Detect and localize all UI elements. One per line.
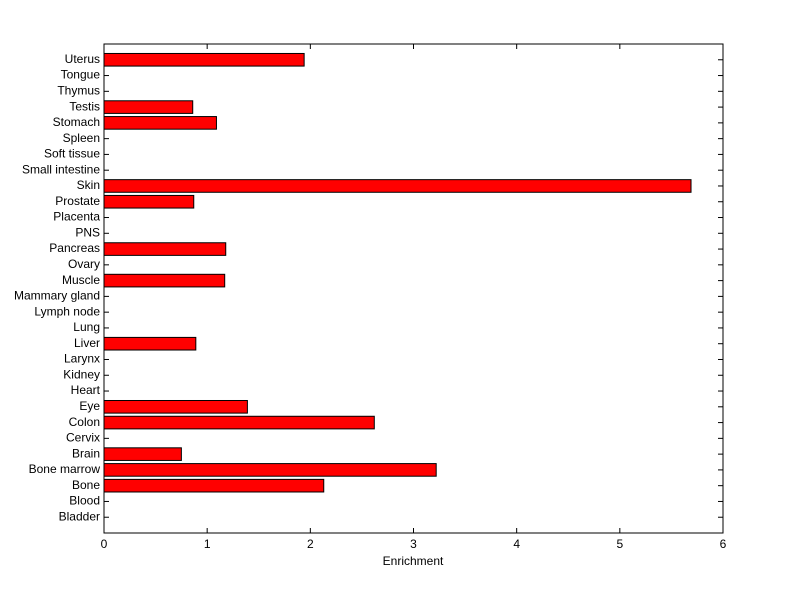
bar: [103, 273, 226, 288]
y-tick-label: Blood: [69, 494, 100, 508]
y-tick-label: Mammary gland: [14, 289, 100, 303]
bar: [103, 336, 197, 351]
y-tick-label: Uterus: [65, 52, 100, 66]
y-tick-label: Lymph node: [34, 304, 100, 318]
bar: [103, 463, 437, 477]
bar: [103, 52, 305, 67]
y-tick-label: Thymus: [57, 83, 100, 97]
y-tick-label: Larynx: [64, 352, 100, 366]
x-tick-label: 0: [101, 537, 108, 551]
bar: [103, 415, 375, 430]
y-tick-label: Tongue: [61, 68, 101, 82]
x-tick-label: 2: [307, 537, 314, 551]
y-tick-label: Colon: [69, 415, 100, 429]
x-tick-label: 1: [204, 537, 211, 551]
y-tick-label: PNS: [75, 225, 100, 239]
y-tick-label: Placenta: [53, 210, 100, 224]
bar: [103, 179, 692, 193]
x-tick-label: 6: [720, 537, 727, 551]
bar: [103, 447, 182, 461]
x-axis-label: Enrichment: [383, 554, 444, 568]
y-tick-label: Muscle: [62, 273, 100, 287]
y-tick-label: Brain: [72, 446, 100, 460]
bar: [103, 194, 195, 209]
y-tick-label: Kidney: [63, 367, 100, 381]
y-tick-label: Skin: [77, 178, 100, 192]
x-tick-label: 4: [513, 537, 520, 551]
y-tick-label: Bone marrow: [29, 462, 101, 476]
y-tick-label: Cervix: [66, 431, 100, 445]
bar: [103, 399, 248, 414]
y-tick-label: Ovary: [68, 257, 100, 271]
y-tick-label: Soft tissue: [44, 147, 100, 161]
bar: [103, 100, 194, 114]
y-tick-label: Bladder: [59, 509, 100, 523]
x-tick-label: 3: [410, 537, 417, 551]
y-tick-label: Liver: [74, 336, 100, 350]
y-tick-label: Pancreas: [49, 241, 100, 255]
y-tick-label: Small intestine: [22, 162, 100, 176]
y-tick-label: Lung: [73, 320, 100, 334]
y-tick-label: Testis: [69, 99, 100, 113]
bar: [103, 478, 325, 493]
y-tick-label: Spleen: [63, 131, 100, 145]
y-tick-label: Eye: [79, 399, 100, 413]
y-tick-label: Stomach: [53, 115, 100, 129]
x-tick-label: 5: [616, 537, 623, 551]
bar: [103, 116, 217, 130]
y-tick-label: Heart: [71, 383, 101, 397]
y-tick-label: Bone: [72, 478, 100, 492]
y-tick-label: Prostate: [55, 194, 100, 208]
bar: [103, 242, 227, 256]
